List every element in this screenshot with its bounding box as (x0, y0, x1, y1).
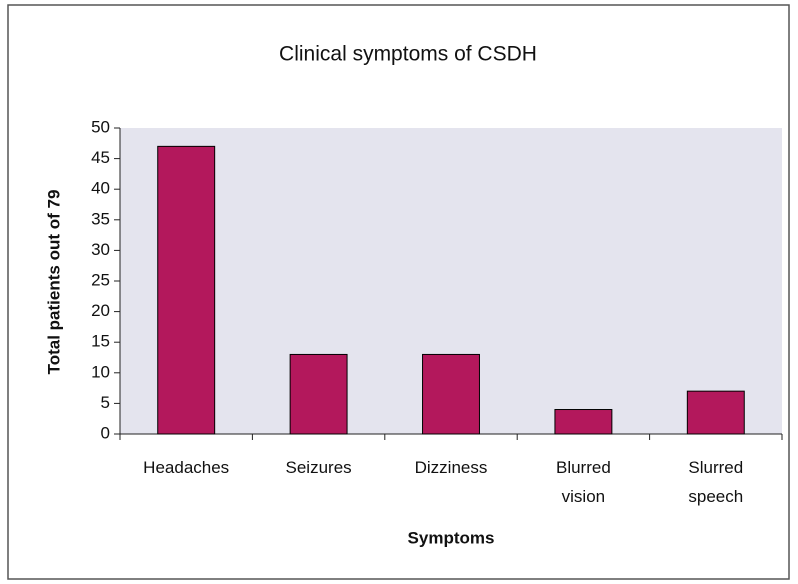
y-tick-label: 0 (101, 423, 110, 442)
x-axis-title: Symptoms (408, 528, 495, 547)
bar (422, 353, 480, 435)
y-axis-title: Total patients out of 79 (44, 190, 63, 375)
y-tick-label: 30 (91, 240, 110, 259)
x-tick-label: Blurred vision (555, 458, 611, 506)
y-tick-label: 10 (91, 362, 110, 381)
y-tick-label: 45 (91, 148, 110, 167)
y-tick-label: 50 (91, 117, 110, 136)
bar (157, 145, 216, 435)
y-tick-label: 5 (101, 393, 110, 412)
x-tick-label: Seizures (285, 458, 352, 477)
y-tick-label: 15 (91, 332, 110, 351)
y-tick-label: 40 (91, 179, 110, 198)
x-tick-label: Dizziness (414, 458, 488, 477)
y-tick-label: 20 (91, 301, 110, 320)
x-tick-label: Slurred speech (688, 458, 744, 506)
x-tick-label: Headaches (143, 458, 230, 477)
y-tick-label: 35 (91, 209, 110, 228)
chart-title: Clinical symptoms of CSDH (279, 43, 537, 66)
bar (554, 409, 613, 435)
bar (289, 353, 348, 435)
bar (686, 390, 745, 435)
y-tick-label: 25 (91, 270, 110, 289)
